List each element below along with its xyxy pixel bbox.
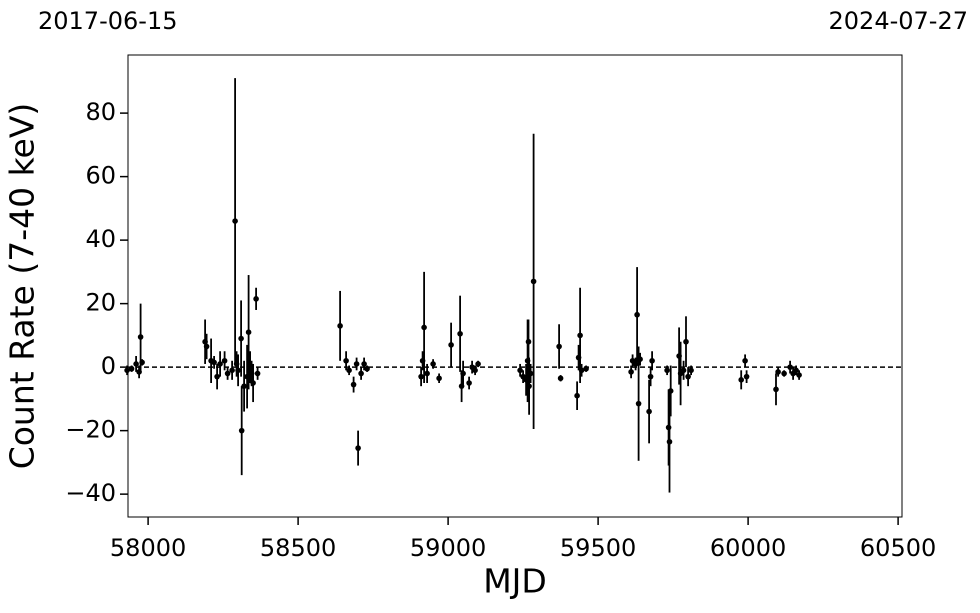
data-point [418,373,424,380]
data-point [254,370,261,377]
y-tick-label: 80 [85,98,116,126]
data-point [355,445,361,451]
data-point [680,367,687,374]
data-point [250,380,256,386]
data-point [457,330,463,337]
start-date: 2017-06-15 [38,7,177,35]
data-point [430,361,436,367]
data-point [787,364,793,370]
data-point [364,365,370,372]
data-point [685,373,691,380]
data-point [574,392,580,399]
data-point [527,370,534,377]
data-point [557,375,564,382]
data-point [350,381,357,388]
end-date: 2024-07-27 [829,7,968,35]
x-tick-label: 60500 [860,534,936,562]
x-tick-label: 59500 [560,534,636,562]
data-point [235,367,241,374]
data-point [646,408,652,415]
data-point [634,311,640,318]
x-tick-label: 60000 [710,534,786,562]
data-point [221,357,228,364]
data-point [253,296,259,302]
data-point [128,365,135,372]
x-axis-label: MJD [483,562,547,601]
data-point [224,370,231,377]
data-point [238,427,245,434]
data-point [743,373,750,380]
data-point [525,338,532,345]
data-point [137,334,144,340]
data-point [628,369,634,375]
data-point [136,369,142,375]
data-point [530,278,537,285]
data-point [238,335,244,342]
data-point [526,383,532,389]
data-point [577,332,583,339]
data-point [667,388,674,394]
x-tick-label: 58500 [260,534,336,562]
data-point [436,375,442,382]
data-point [632,361,639,367]
data-point [556,343,562,350]
data-point [475,361,481,367]
data-point [424,370,430,377]
data-point [635,400,642,407]
data-point [211,359,217,366]
data-point [666,438,673,445]
y-tick-label: 20 [85,289,116,317]
data-point [361,361,367,367]
data-point [337,323,343,329]
data-point [245,329,252,336]
data-point [578,367,585,374]
data-point [421,324,427,331]
data-point [647,373,654,380]
data-point [796,372,802,378]
data-point [203,343,210,350]
data-point [781,370,787,377]
data-point [793,367,799,374]
data-point [742,357,748,364]
data-point [775,369,781,375]
x-tick-label: 59000 [410,534,486,562]
plot-frame [127,54,903,518]
y-tick-label: 40 [85,225,116,253]
data-point [583,365,589,372]
data-point [637,356,643,362]
data-point [466,380,472,386]
data-point [472,367,478,374]
data-point [124,367,130,374]
x-tick-label: 58000 [110,534,186,562]
data-point [139,359,145,366]
data-point [229,367,235,374]
data-point [738,377,744,383]
data-point [353,361,360,367]
y-tick-label: 60 [85,162,116,190]
data-point [683,338,689,345]
data-point [232,218,238,224]
data-point [214,373,220,380]
data-point [517,367,523,374]
data-point [448,342,454,348]
data-point [217,361,223,367]
data-point [241,383,247,389]
data-point [649,357,655,364]
y-tick-label: 0 [101,352,116,380]
data-point [460,370,466,377]
data-point [358,370,364,377]
data-point [133,361,139,367]
data-point [688,367,694,374]
data-point [664,367,670,374]
data-point [346,367,352,374]
y-tick-label: −40 [65,479,116,507]
y-tick-label: −20 [65,416,116,444]
data-point [343,357,349,364]
y-axis-label: Count Rate (7-40 keV) [3,103,42,470]
data-point [773,386,779,393]
